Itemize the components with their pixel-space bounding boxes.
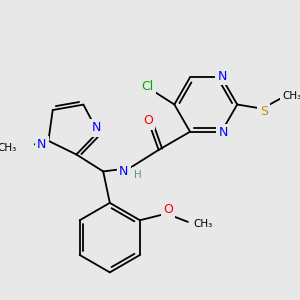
Text: O: O	[163, 203, 173, 216]
Text: CH₃: CH₃	[282, 91, 300, 101]
Text: CH₃: CH₃	[193, 218, 212, 229]
Text: H: H	[134, 170, 142, 180]
Text: N: N	[92, 122, 101, 134]
Text: CH₃: CH₃	[0, 143, 17, 153]
Text: N: N	[218, 70, 227, 83]
Text: N: N	[119, 165, 129, 178]
Text: O: O	[143, 115, 153, 128]
Text: Cl: Cl	[141, 80, 153, 93]
Text: N: N	[218, 126, 228, 139]
Text: S: S	[260, 105, 268, 118]
Text: N: N	[37, 139, 46, 152]
